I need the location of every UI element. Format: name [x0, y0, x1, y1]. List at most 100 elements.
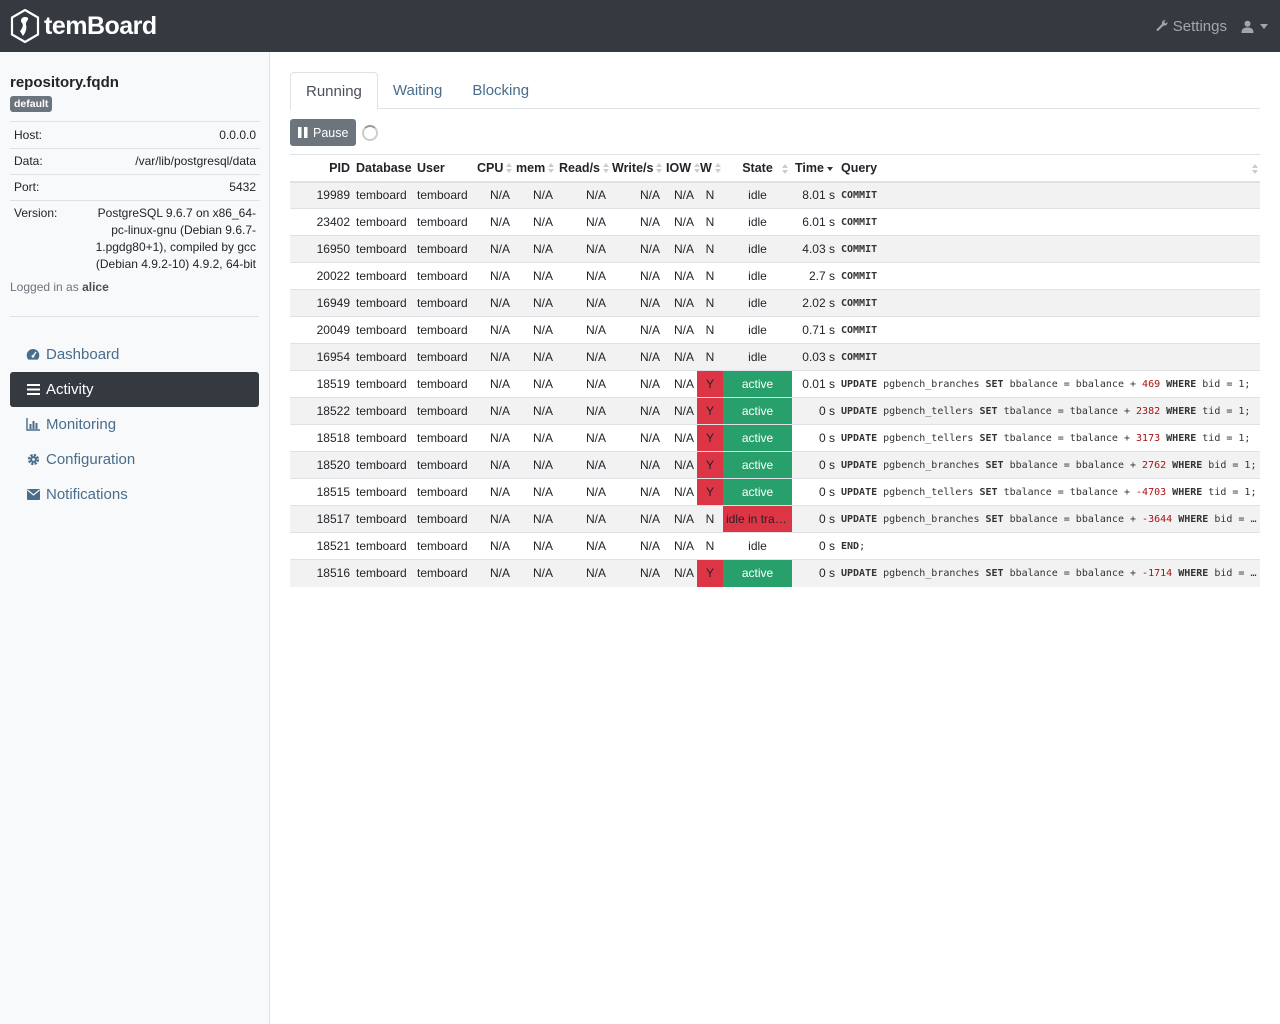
- cell-query[interactable]: COMMIT: [838, 316, 1260, 344]
- user-menu-toggle[interactable]: [1241, 20, 1268, 33]
- cell-query[interactable]: COMMIT: [838, 235, 1260, 263]
- info-value: /var/lib/postgresql/data: [61, 148, 260, 175]
- chevron-down-icon: [1260, 23, 1268, 29]
- cell-iow: N/A: [663, 559, 697, 587]
- cell-write: N/A: [609, 343, 663, 371]
- sql-text: tid = 1;: [1196, 432, 1251, 444]
- cell-state: idle: [723, 208, 792, 236]
- tab-running[interactable]: Running: [290, 72, 378, 110]
- sidebar-item-dashboard[interactable]: Dashboard: [10, 337, 259, 372]
- cell-waiting: Y: [697, 397, 723, 425]
- cell-write: N/A: [609, 397, 663, 425]
- cell-query[interactable]: COMMIT: [838, 181, 1260, 209]
- sidebar-item-monitoring[interactable]: Monitoring: [10, 407, 259, 442]
- cell-iow: N/A: [663, 181, 697, 209]
- sql-keyword: SET: [979, 486, 998, 498]
- column-header-database[interactable]: Database: [353, 154, 414, 183]
- sidebar-item-notifications[interactable]: Notifications: [10, 477, 259, 512]
- column-header-read[interactable]: Read/s: [556, 154, 611, 183]
- column-header-mem[interactable]: mem: [513, 154, 556, 183]
- cell-waiting: N: [697, 262, 723, 290]
- pause-button[interactable]: Pause: [290, 119, 357, 146]
- sql-keyword: COMMIT: [841, 324, 878, 336]
- cell-query[interactable]: COMMIT: [838, 208, 1260, 236]
- sql-keyword: WHERE: [1166, 432, 1197, 444]
- column-header-time[interactable]: Time: [792, 154, 838, 183]
- column-header-iow[interactable]: IOW: [663, 154, 700, 183]
- cell-query[interactable]: UPDATE pgbench_branches SET bbalance = b…: [838, 505, 1260, 533]
- cell-query[interactable]: COMMIT: [838, 262, 1260, 290]
- sidebar-item-activity[interactable]: Activity: [10, 372, 259, 407]
- cell-pid: 16949: [290, 289, 353, 317]
- cell-read: N/A: [556, 532, 609, 560]
- cell-time: 0 s: [792, 451, 838, 479]
- cell-mem: N/A: [513, 424, 556, 452]
- cell-write: N/A: [609, 559, 663, 587]
- column-header-pid[interactable]: PID: [290, 154, 353, 183]
- cell-query[interactable]: COMMIT: [838, 343, 1260, 371]
- tab-blocking[interactable]: Blocking: [472, 82, 530, 99]
- cell-database: temboard: [353, 478, 414, 506]
- sidebar-item-label: Configuration: [46, 451, 136, 468]
- cell-query[interactable]: UPDATE pgbench_tellers SET tbalance = tb…: [838, 424, 1260, 452]
- cell-time: 0 s: [792, 397, 838, 425]
- cell-state: idle: [723, 343, 792, 371]
- cell-mem: N/A: [513, 262, 556, 290]
- cell-query[interactable]: UPDATE pgbench_branches SET bbalance = b…: [838, 559, 1260, 587]
- cell-user: temboard: [414, 451, 474, 479]
- column-header-user[interactable]: User: [414, 154, 474, 183]
- sql-keyword: UPDATE: [841, 459, 878, 471]
- column-header-write[interactable]: Write/s: [609, 154, 663, 183]
- settings-link[interactable]: Settings: [1155, 18, 1227, 35]
- cell-state: active: [723, 478, 792, 506]
- cell-read: N/A: [556, 370, 609, 398]
- cell-cpu: N/A: [474, 532, 513, 560]
- info-value: PostgreSQL 9.6.7 on x86_64-pc-linux-gnu …: [61, 200, 260, 277]
- brand-logo[interactable]: temBoard: [10, 9, 157, 43]
- cell-time: 0.03 s: [792, 343, 838, 371]
- column-header-w[interactable]: W: [697, 154, 723, 183]
- column-header-query[interactable]: Query: [838, 154, 1260, 183]
- cell-read: N/A: [556, 478, 609, 506]
- cell-waiting: N: [697, 208, 723, 236]
- sql-keyword: WHERE: [1178, 513, 1209, 525]
- cell-user: temboard: [414, 343, 474, 371]
- cell-waiting: Y: [697, 370, 723, 398]
- cell-query[interactable]: UPDATE pgbench_branches SET bbalance = b…: [838, 451, 1260, 479]
- cell-cpu: N/A: [474, 370, 513, 398]
- cell-query[interactable]: END;: [838, 532, 1260, 560]
- sql-text: tbalance = tbalance +: [997, 486, 1137, 498]
- sql-number: 3173: [1136, 432, 1161, 444]
- sort-icon: [603, 163, 611, 174]
- cell-write: N/A: [609, 505, 663, 533]
- column-header-state[interactable]: State: [723, 154, 792, 183]
- temboard-logo-icon: [10, 9, 40, 43]
- tab-waiting[interactable]: Waiting: [392, 82, 443, 99]
- wrench-icon: [1156, 19, 1168, 32]
- cell-query[interactable]: UPDATE pgbench_branches SET bbalance = b…: [838, 370, 1260, 398]
- sql-text: pgbench_tellers: [877, 432, 980, 444]
- cell-query[interactable]: COMMIT: [838, 289, 1260, 317]
- sidebar-item-configuration[interactable]: Configuration: [10, 442, 259, 477]
- column-label: Query: [841, 160, 878, 175]
- cell-query[interactable]: UPDATE pgbench_tellers SET tbalance = tb…: [838, 397, 1260, 425]
- column-header-cpu[interactable]: CPU: [474, 154, 513, 183]
- cell-read: N/A: [556, 181, 609, 209]
- cell-query[interactable]: UPDATE pgbench_tellers SET tbalance = tb…: [838, 478, 1260, 506]
- cell-waiting: N: [697, 343, 723, 371]
